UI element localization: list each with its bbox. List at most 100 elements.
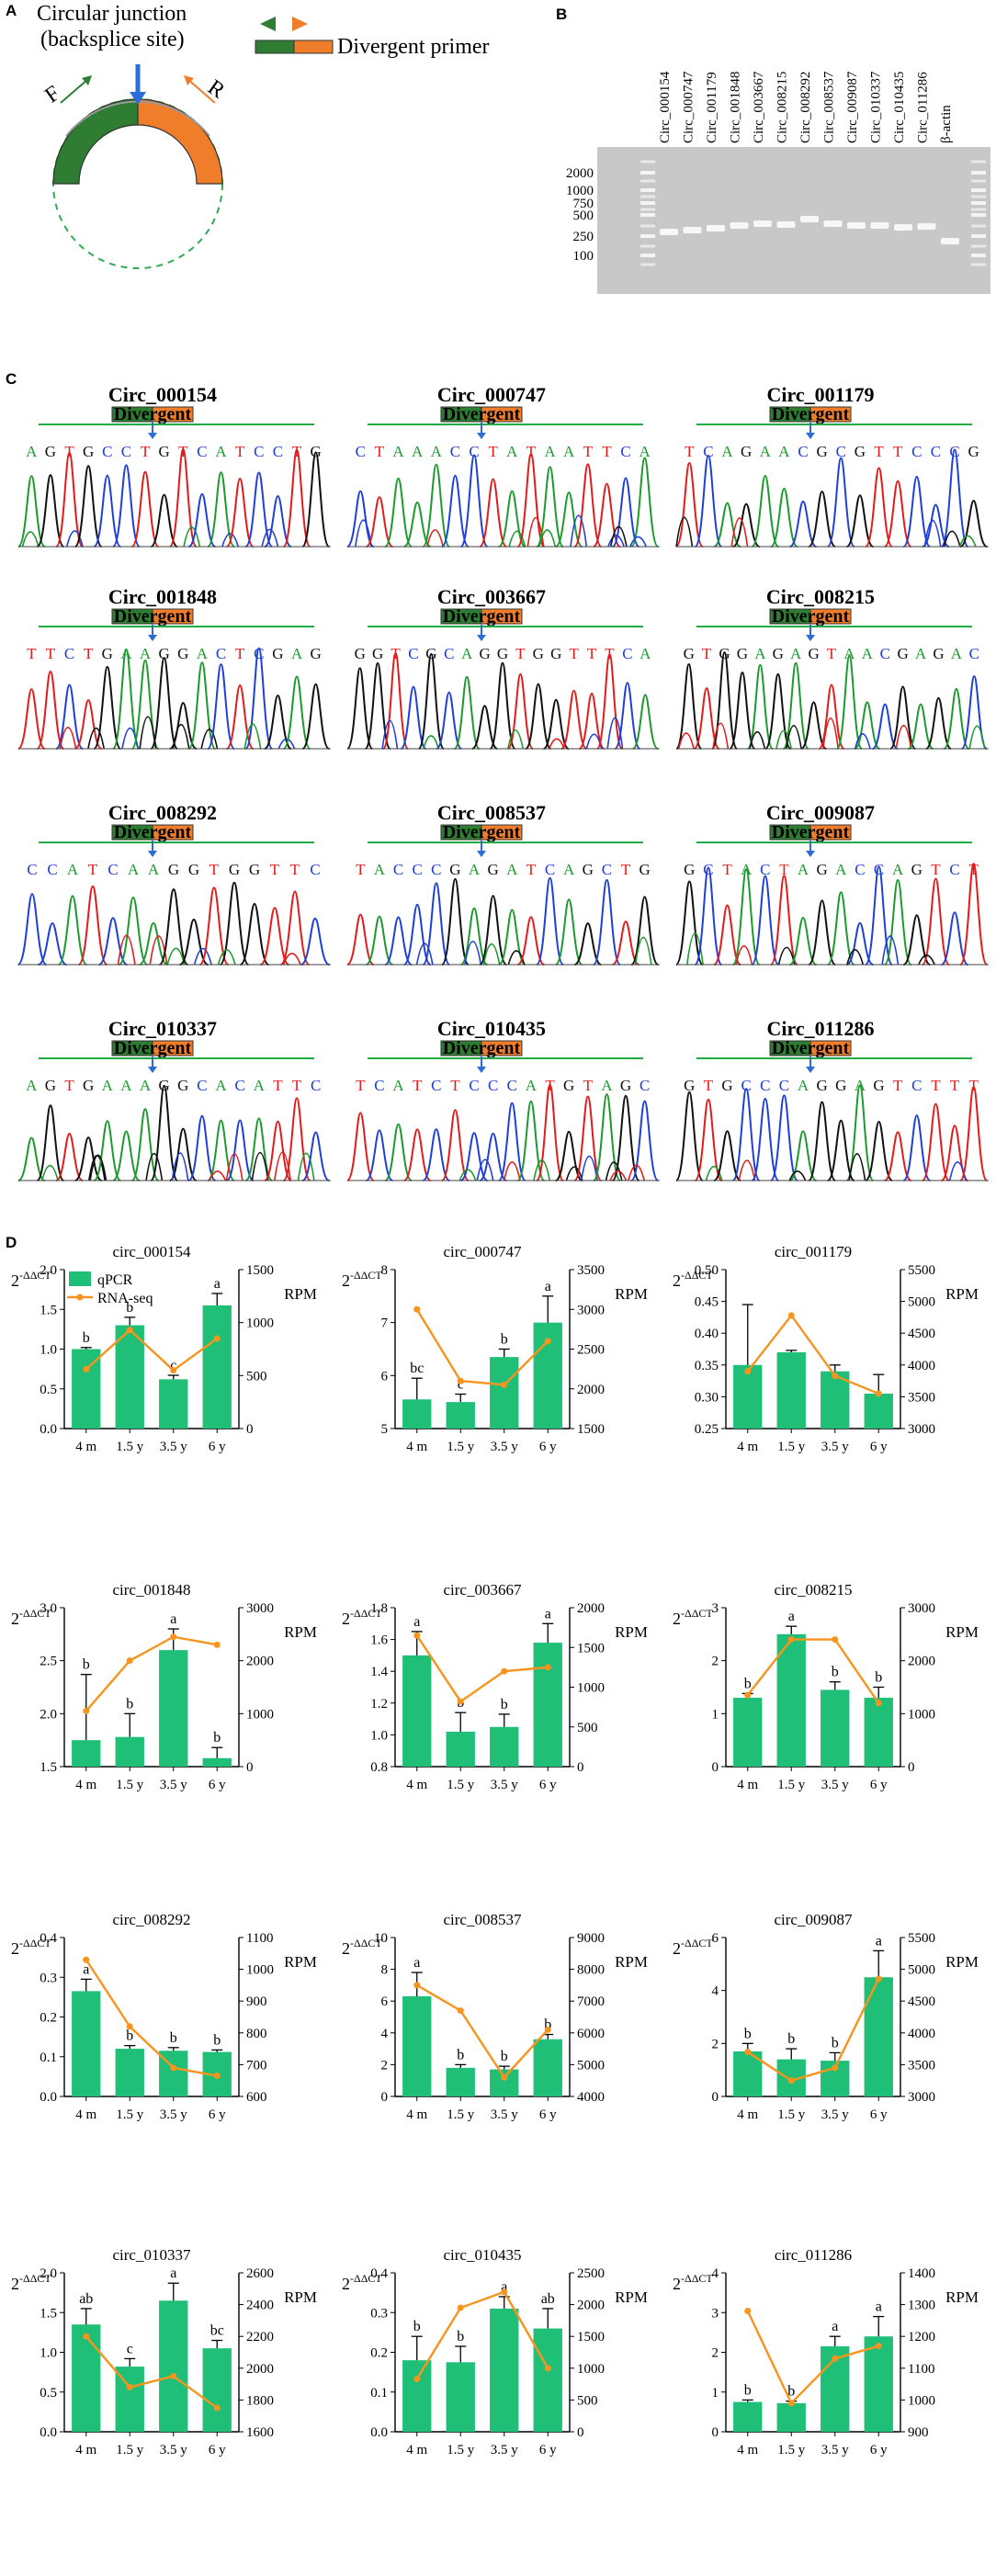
rnaseq-point <box>875 2343 882 2350</box>
right-tick-label: 2000 <box>577 1601 605 1616</box>
right-tick-label: 1000 <box>577 2362 605 2377</box>
ladder-band <box>971 263 986 266</box>
trace-title: Circ_003667 <box>437 585 546 608</box>
junction-arrowhead-icon <box>477 433 486 439</box>
base-letter: C <box>356 443 366 460</box>
base-letter: C <box>102 443 112 460</box>
trace-peak <box>959 499 988 548</box>
bar-line-chart: circ_0001542-ΔΔCTRPM0.00.51.01.52.005001… <box>11 1243 317 1454</box>
base-letter: C <box>27 861 37 878</box>
trace-peak <box>751 474 780 548</box>
left-axis-label: 2-ΔΔCT <box>673 2272 713 2293</box>
significance-letter: b <box>832 1665 839 1680</box>
base-letter: A <box>798 861 809 878</box>
right-tick-label: 7000 <box>577 1994 605 2009</box>
qpcr-bar <box>733 2401 763 2432</box>
trace-peak <box>808 491 837 548</box>
trace-peak <box>77 885 108 966</box>
primer-orange-bar <box>809 1040 852 1056</box>
primer-orange-bar <box>481 1040 523 1056</box>
x-tick-label: 1.5 y <box>777 2443 806 2457</box>
left-tick-label: 0.0 <box>40 2425 57 2440</box>
junction-arrowhead-icon <box>477 851 486 857</box>
base-letter: G <box>449 861 460 878</box>
base-letter: T <box>356 861 366 878</box>
trace-minor-peak <box>423 735 439 750</box>
rnaseq-line <box>746 1638 880 1704</box>
rnaseq-point <box>787 2077 795 2085</box>
trace-peak <box>400 685 427 750</box>
base-letter: G <box>737 645 748 662</box>
left-tick-label: 1.8 <box>370 1601 388 1616</box>
x-tick-label: 6 y <box>870 2107 888 2122</box>
qpcr-bar <box>159 1379 188 1429</box>
left-tick-label: 2.0 <box>40 1263 57 1278</box>
trace-peak <box>264 694 292 750</box>
right-tick-label: 5500 <box>908 1263 935 1278</box>
trace-title: Circ_000747 <box>437 383 546 406</box>
trace-minor-peak <box>87 728 106 750</box>
trace-peak <box>959 863 989 966</box>
ladder-band <box>971 213 986 217</box>
legend-qpcr-swatch <box>69 1271 91 1286</box>
base-letter: T <box>968 1077 979 1094</box>
rnaseq-point <box>126 2023 133 2030</box>
trace-minor-peak <box>172 724 190 750</box>
trace-minor-peak <box>121 728 140 750</box>
ladder-band <box>971 188 986 192</box>
trace-minor-peak <box>458 1169 477 1181</box>
left-tick-label: 3 <box>712 1601 719 1616</box>
base-letter: T <box>602 443 612 460</box>
ladder-band <box>640 263 655 266</box>
right-tick-label: 600 <box>246 2090 267 2105</box>
base-letter: G <box>272 645 283 662</box>
trace-peak <box>497 1102 526 1181</box>
trace-minor-peak <box>139 716 157 750</box>
trace-minor-peak <box>297 1152 315 1181</box>
trace-peak <box>112 464 141 548</box>
trace-peak <box>593 878 621 966</box>
left-tick-label: 4 <box>712 1984 719 1999</box>
trace-minor-peak <box>426 529 444 548</box>
base-letter: G <box>933 645 944 662</box>
right-tick-label: 2500 <box>577 1343 605 1358</box>
forward-arrow-icon <box>60 78 89 104</box>
trace-peak <box>453 675 481 750</box>
base-letter: A <box>140 1077 152 1094</box>
rnaseq-point <box>457 1377 464 1384</box>
trace-peak <box>554 491 583 548</box>
trace-peak <box>441 1109 470 1181</box>
right-tick-label: 3000 <box>908 1601 935 1616</box>
base-letter: A <box>431 443 443 460</box>
right-tick-label: 500 <box>246 1369 267 1384</box>
junction-arrowhead-icon <box>148 851 157 857</box>
trace-peak <box>365 496 393 548</box>
x-tick-label: 1.5 y <box>116 1440 144 1454</box>
trace-peak <box>187 492 216 548</box>
right-axis-label: RPM <box>615 1953 648 1971</box>
sample-band <box>894 224 912 231</box>
ladder-label: 250 <box>573 230 594 244</box>
chart-title: circ_010435 <box>444 2246 522 2264</box>
trace-peak <box>118 896 149 966</box>
primer-orange-bar <box>152 824 194 841</box>
trace-peak <box>573 1095 603 1181</box>
significance-letter: b <box>875 1670 882 1686</box>
reverse-arrow-icon <box>187 78 216 104</box>
right-tick-label: 1100 <box>908 2362 934 2377</box>
trace-peak <box>441 474 470 548</box>
primer-orange-bar <box>152 406 194 423</box>
primer-orange-bar <box>809 406 852 423</box>
trace-minor-peak <box>958 535 977 548</box>
trace-peak <box>516 916 545 966</box>
x-tick-label: 6 y <box>539 2107 557 2122</box>
qpcr-bar <box>446 1402 475 1429</box>
trace-peak <box>694 866 723 966</box>
rnaseq-point <box>83 2333 90 2340</box>
left-tick-label: 2 <box>712 2037 719 2051</box>
sample-band <box>941 238 959 244</box>
lane-label: Circ_000747 <box>682 71 696 143</box>
trace-peak <box>93 665 122 750</box>
